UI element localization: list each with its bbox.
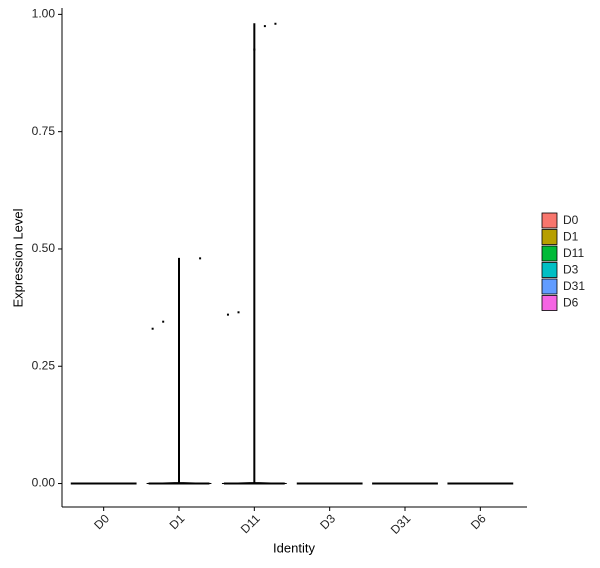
y-tick-label: 0.50 <box>32 241 56 255</box>
point <box>162 320 165 323</box>
legend-key <box>541 229 558 245</box>
x-tick-label: D0 <box>91 511 112 532</box>
x-axis-title: Identity <box>273 540 315 555</box>
point <box>274 22 277 25</box>
point <box>199 257 202 260</box>
legend-key <box>541 212 558 229</box>
x-tick-label: D3 <box>317 511 338 532</box>
legend-label: D6 <box>563 296 579 310</box>
legend-key <box>541 262 558 278</box>
legend-key <box>541 295 558 311</box>
point <box>263 25 266 28</box>
y-axis-title: Expression Level <box>10 208 25 307</box>
legend-label: D1 <box>563 230 579 244</box>
y-tick-label: 0.25 <box>32 358 56 372</box>
point <box>253 48 256 51</box>
violin <box>146 257 212 485</box>
legend-key <box>541 245 558 262</box>
x-tick-label: D11 <box>238 511 263 536</box>
violin <box>221 23 287 485</box>
legend-label: D3 <box>563 263 579 277</box>
y-tick-label: 0.75 <box>32 124 56 138</box>
point <box>151 327 154 330</box>
x-tick-label: D1 <box>167 511 188 532</box>
y-tick-label: 1.00 <box>32 7 56 21</box>
point <box>226 313 229 316</box>
x-tick-label: D31 <box>388 511 414 537</box>
point <box>237 311 240 314</box>
legend-label: D0 <box>563 213 579 227</box>
legend-label: D31 <box>563 279 585 293</box>
x-tick-label: D6 <box>468 511 489 532</box>
y-tick-label: 0.00 <box>32 476 56 490</box>
legend-key <box>541 278 558 295</box>
legend-label: D11 <box>563 246 584 260</box>
